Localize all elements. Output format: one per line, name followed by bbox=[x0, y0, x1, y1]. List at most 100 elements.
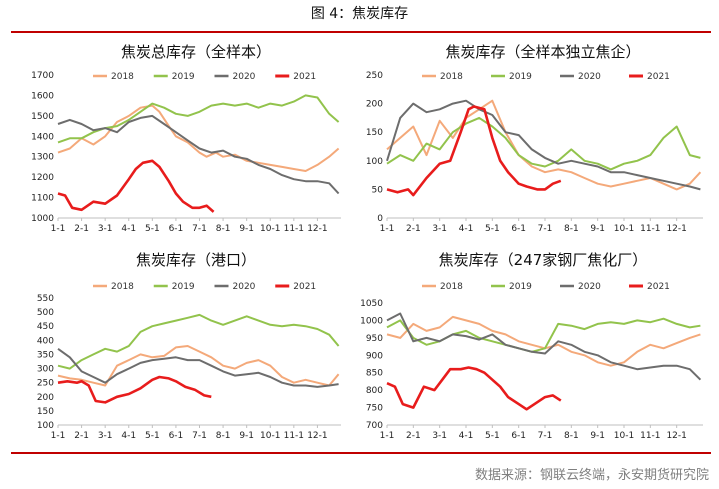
x-tick-label: 10-1 bbox=[260, 224, 280, 234]
x-tick-label: 6-1 bbox=[169, 431, 184, 441]
x-tick-label: 1-1 bbox=[51, 431, 66, 441]
legend-label-2020: 2020 bbox=[578, 282, 601, 292]
x-tick-label: 3-1 bbox=[98, 224, 113, 234]
x-tick-label: 8-1 bbox=[564, 224, 579, 234]
chart-panel-3: 焦炭库存（港口） 100 150 200 250 300 350 400 450 500 550 1-… bbox=[37, 251, 341, 441]
top-rule bbox=[11, 31, 711, 33]
x-tick-label: 4-1 bbox=[459, 224, 474, 234]
y-tick-label: 150 bbox=[366, 128, 383, 138]
chart-panel-1: 焦炭总库存（全样本） 1000 1100 1200 1300 1400 1500 1600 17… bbox=[31, 43, 341, 234]
x-tick-label: 3-1 bbox=[98, 431, 113, 441]
series-line-2019 bbox=[386, 317, 701, 353]
x-tick-label: 12-1 bbox=[307, 224, 327, 234]
x-tick-label: 4-1 bbox=[121, 224, 136, 234]
x-tick-label: 1-1 bbox=[51, 224, 66, 234]
chart-panel-4: 焦炭库存（247家钢厂焦化厂） 700 750 800 850 900 950 1000 105… bbox=[360, 251, 703, 441]
y-tick-label: 1050 bbox=[360, 299, 383, 309]
y-tick-label: 1400 bbox=[31, 132, 54, 142]
legend-label-2020: 2020 bbox=[233, 72, 256, 82]
x-tick-label: 7-1 bbox=[192, 431, 207, 441]
legend-label-2021: 2021 bbox=[293, 282, 316, 292]
x-tick-label: 11-1 bbox=[284, 431, 304, 441]
figure-title: 图 4：焦炭库存 bbox=[310, 6, 409, 22]
chart-panel-2: 焦炭库存（全样本独立焦企） 0 50 100 150 200 250 1-1 2-1 3-1 4-1… bbox=[366, 43, 703, 234]
series-line-2020 bbox=[57, 347, 339, 388]
x-tick-label: 6-1 bbox=[511, 224, 526, 234]
series-line-2021 bbox=[57, 375, 212, 404]
x-tick-label: 12-1 bbox=[666, 224, 686, 234]
y-tick-label: 800 bbox=[366, 386, 383, 396]
legend-label-2019: 2019 bbox=[172, 72, 195, 82]
series-line-2018 bbox=[57, 104, 340, 172]
x-tick-label: 5-1 bbox=[145, 431, 160, 441]
x-tick-label: 6-1 bbox=[511, 431, 526, 441]
x-tick-label: 8-1 bbox=[216, 431, 231, 441]
x-tick-label: 11-1 bbox=[640, 431, 660, 441]
x-tick-label: 4-1 bbox=[121, 431, 136, 441]
x-tick-label: 9-1 bbox=[590, 431, 605, 441]
legend-label-2018: 2018 bbox=[111, 72, 134, 82]
x-tick-label: 12-1 bbox=[666, 431, 686, 441]
y-tick-label: 550 bbox=[37, 294, 54, 304]
legend-label-2019: 2019 bbox=[509, 282, 532, 292]
x-tick-label: 8-1 bbox=[564, 431, 579, 441]
y-tick-label: 750 bbox=[366, 404, 383, 414]
legend-label-2020: 2020 bbox=[233, 282, 256, 292]
x-tick-label: 3-1 bbox=[432, 431, 447, 441]
x-tick-label: 5-1 bbox=[145, 224, 160, 234]
legend-label-2021: 2021 bbox=[293, 72, 316, 82]
series-line-2020 bbox=[57, 114, 340, 195]
y-tick-label: 1600 bbox=[31, 91, 54, 101]
y-tick-label: 400 bbox=[37, 336, 54, 346]
x-tick-label: 9-1 bbox=[239, 431, 254, 441]
legend-label-2021: 2021 bbox=[647, 72, 670, 82]
x-tick-label: 5-1 bbox=[485, 224, 500, 234]
y-tick-label: 300 bbox=[37, 365, 54, 375]
x-tick-label: 9-1 bbox=[239, 224, 254, 234]
y-tick-label: 0 bbox=[377, 214, 383, 224]
y-tick-label: 900 bbox=[366, 351, 383, 361]
bottom-rule bbox=[11, 452, 711, 454]
y-tick-label: 450 bbox=[37, 322, 54, 332]
y-tick-label: 850 bbox=[366, 369, 383, 379]
y-tick-label: 1200 bbox=[31, 173, 54, 183]
x-tick-label: 2-1 bbox=[406, 224, 421, 234]
y-tick-label: 1500 bbox=[31, 112, 54, 122]
x-tick-label: 7-1 bbox=[192, 224, 207, 234]
series-line-2018 bbox=[57, 345, 340, 387]
series-line-2021 bbox=[386, 105, 562, 197]
series-line-2020 bbox=[386, 312, 702, 381]
x-tick-label: 5-1 bbox=[485, 431, 500, 441]
series-line-2018 bbox=[386, 315, 701, 367]
x-tick-label: 6-1 bbox=[169, 224, 184, 234]
x-tick-label: 10-1 bbox=[260, 431, 280, 441]
y-tick-label: 1000 bbox=[360, 316, 383, 326]
y-tick-label: 150 bbox=[37, 407, 54, 417]
chart-title: 焦炭库存（247家钢厂焦化厂） bbox=[439, 251, 648, 269]
legend-label-2018: 2018 bbox=[111, 282, 134, 292]
series-line-2021 bbox=[386, 366, 562, 411]
x-tick-label: 10-1 bbox=[614, 431, 634, 441]
y-tick-label: 100 bbox=[366, 157, 383, 167]
x-tick-label: 2-1 bbox=[74, 224, 89, 234]
series-line-2018 bbox=[386, 99, 702, 191]
y-tick-label: 200 bbox=[366, 100, 383, 110]
x-tick-label: 9-1 bbox=[590, 224, 605, 234]
chart-title: 焦炭总库存（全样本） bbox=[121, 43, 271, 61]
x-tick-label: 4-1 bbox=[459, 431, 474, 441]
chart-title: 焦炭库存（港口） bbox=[136, 251, 256, 269]
y-tick-label: 350 bbox=[37, 350, 54, 360]
y-tick-label: 1100 bbox=[31, 194, 54, 204]
y-tick-label: 1000 bbox=[31, 214, 54, 224]
series-line-2020 bbox=[386, 99, 701, 191]
series-line-2019 bbox=[386, 116, 701, 171]
x-tick-label: 11-1 bbox=[284, 224, 304, 234]
series-line-2021 bbox=[57, 159, 215, 213]
x-tick-label: 11-1 bbox=[640, 224, 660, 234]
y-tick-label: 250 bbox=[366, 71, 383, 81]
x-tick-label: 8-1 bbox=[216, 224, 231, 234]
x-tick-label: 3-1 bbox=[432, 224, 447, 234]
legend-label-2019: 2019 bbox=[509, 72, 532, 82]
x-tick-label: 12-1 bbox=[307, 431, 327, 441]
